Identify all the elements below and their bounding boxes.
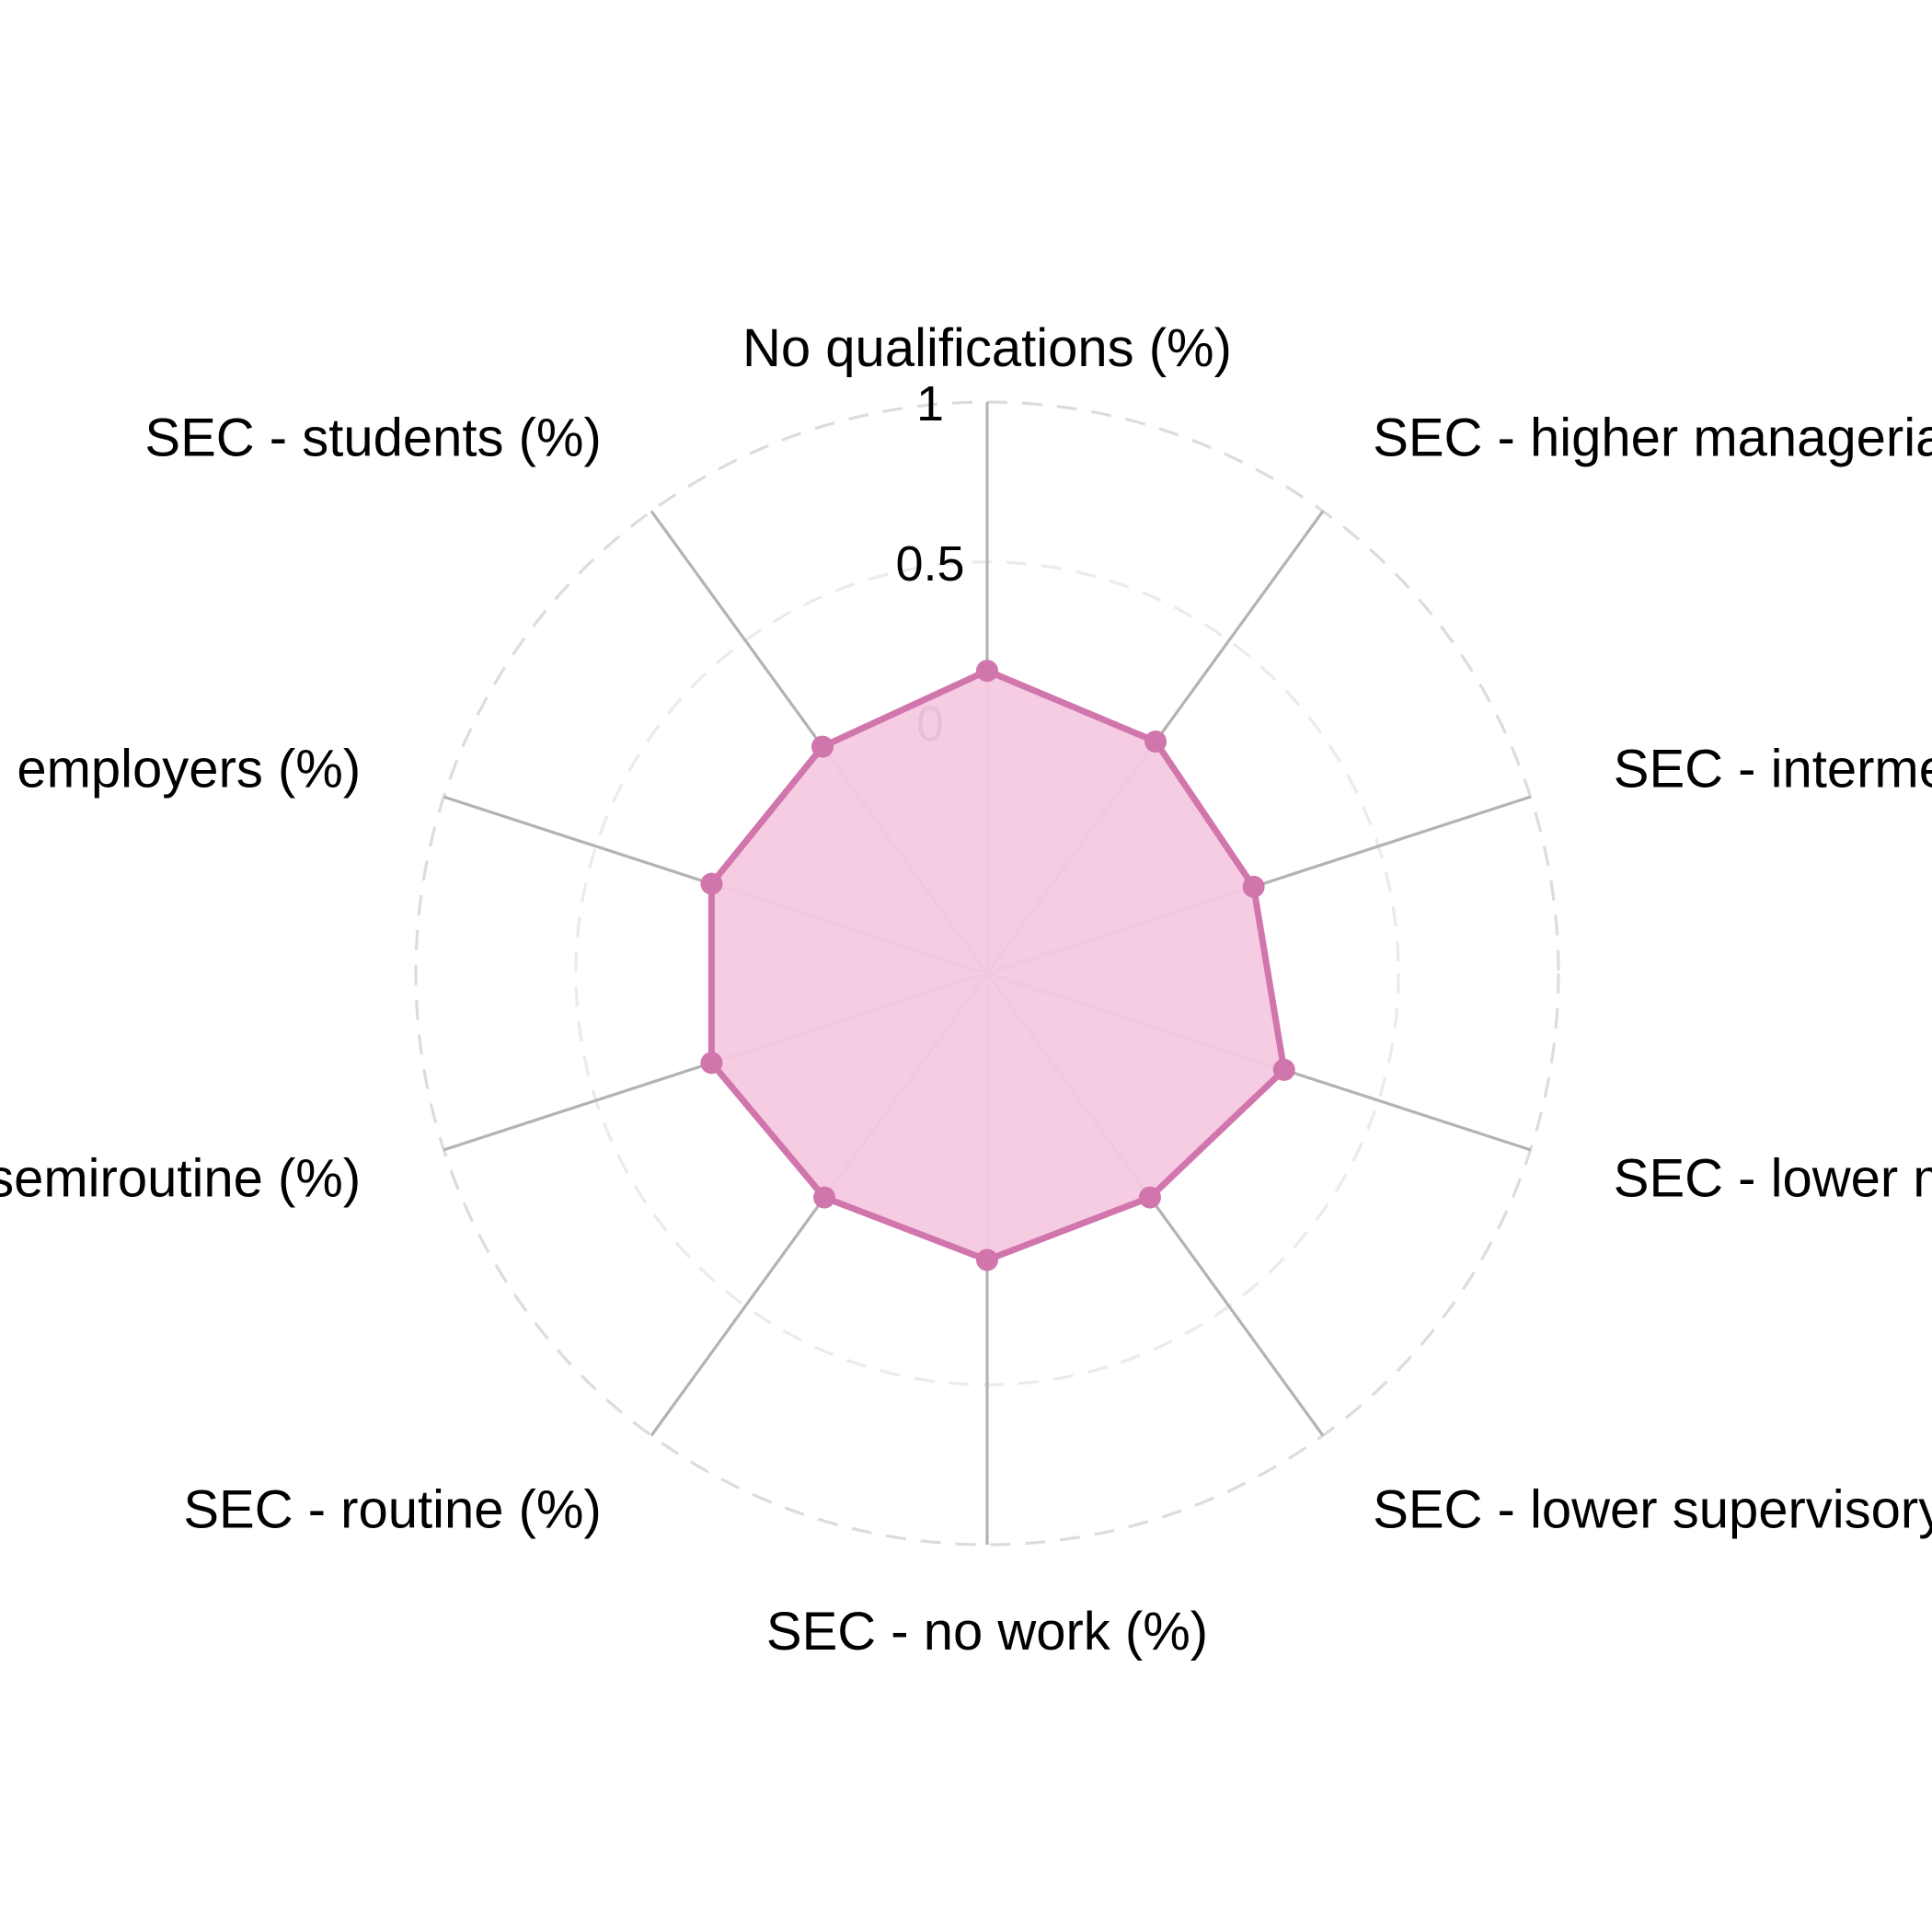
data-point-10 — [811, 735, 834, 758]
axis-label-3: SEC - intermediate (%) — [1614, 740, 1932, 799]
axis-label-5: SEC - lower supervisory (%) — [1373, 1480, 1932, 1540]
data-point-7 — [813, 1186, 836, 1209]
data-point-1 — [976, 660, 998, 683]
data-point-8 — [700, 1052, 723, 1075]
axis-label-9: SEC - small employers (%) — [0, 740, 361, 799]
radial-tick-label: 1 — [916, 376, 944, 431]
axis-label-8: SEC - semiroutine (%) — [0, 1149, 361, 1209]
data-series — [700, 660, 1295, 1271]
axis-labels: No qualifications (%) SEC - higher manage… — [0, 318, 1932, 1662]
data-point-5 — [1138, 1186, 1161, 1209]
radial-tick-label: 0.5 — [895, 536, 964, 592]
data-point-9 — [700, 872, 723, 895]
axis-label-7: SEC - routine (%) — [183, 1480, 601, 1540]
axis-label-10: SEC - students (%) — [144, 408, 601, 468]
axis-label-4: SEC - lower managerial (%) — [1614, 1149, 1932, 1209]
axis-label-1: No qualifications (%) — [742, 318, 1232, 378]
data-point-6 — [976, 1248, 998, 1271]
data-point-2 — [1144, 730, 1167, 753]
data-point-4 — [1272, 1058, 1295, 1081]
axis-label-6: SEC - no work (%) — [766, 1602, 1208, 1662]
axis-label-2: SEC - higher managerial (%) — [1373, 408, 1932, 468]
data-point-3 — [1242, 875, 1265, 898]
series-polygon — [707, 667, 1288, 1263]
